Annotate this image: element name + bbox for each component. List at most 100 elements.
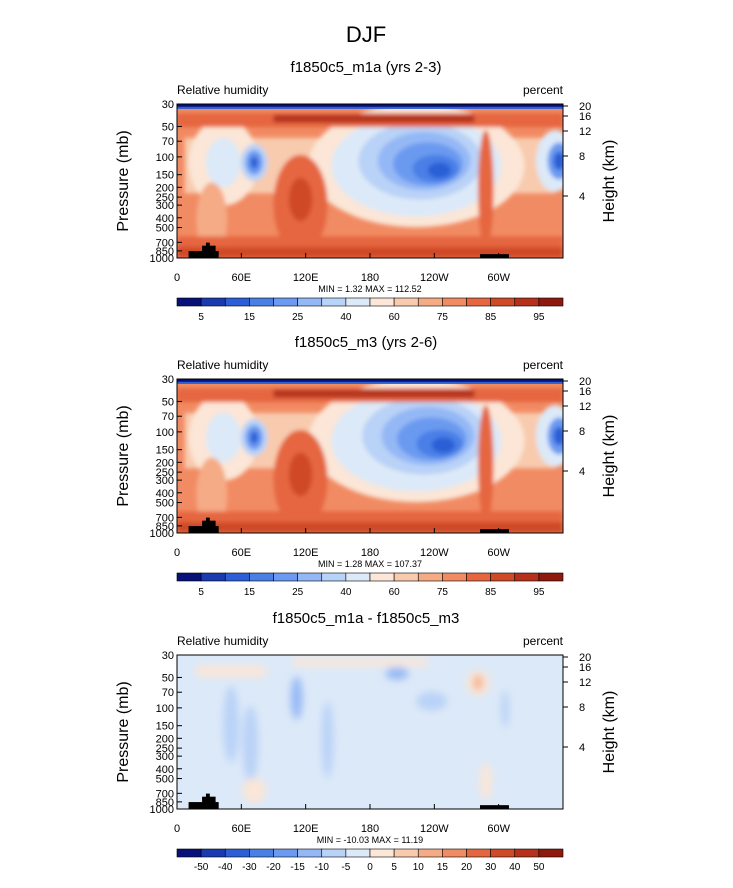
panel-title: f1850c5_m1a (yrs 2-3) [291, 59, 442, 76]
min-max-stats: MIN = -10.03 MAX = 11.19 [317, 835, 423, 845]
height-tick-label: 16 [579, 662, 591, 674]
colorbar-swatch [345, 572, 371, 582]
colorbar-swatch [490, 572, 516, 582]
colorbar-label: -15 [290, 862, 305, 873]
field-patch [480, 762, 492, 800]
colorbar-label: 60 [389, 312, 401, 323]
field-band [177, 379, 563, 382]
pressure-tick-label: 250 [156, 467, 174, 479]
colorbar-swatch [249, 572, 274, 582]
height-tick-label: 8 [579, 702, 585, 714]
contour-field [177, 104, 563, 258]
height-axis-label: Height (km) [601, 415, 618, 498]
pressure-tick-label: 850 [156, 246, 174, 258]
panel-title: f1850c5_m3 (yrs 2-6) [295, 334, 438, 351]
field-patch [290, 676, 303, 720]
colorbar-swatch [249, 297, 274, 307]
lon-tick-label: 120W [420, 823, 449, 835]
colorbar-label: 50 [533, 862, 545, 873]
lon-tick-label: 120E [293, 823, 319, 835]
colorbar-swatch [297, 848, 323, 858]
height-axis-label: Height (km) [601, 691, 618, 774]
pressure-tick-label: 70 [162, 411, 174, 423]
colorbar-swatch [224, 572, 250, 582]
colorbar-swatch [321, 297, 347, 307]
pressure-tick-label: 250 [156, 192, 174, 204]
colorbar-swatch [417, 297, 443, 307]
colorbar-swatch [369, 848, 395, 858]
field-patch [501, 690, 509, 728]
height-tick-label: 16 [579, 111, 591, 123]
field-patch [553, 151, 563, 171]
topography-block [480, 254, 509, 258]
lon-tick-label: 120W [420, 272, 449, 284]
contour-field [177, 655, 563, 809]
colorbar-label: 40 [340, 587, 352, 598]
colorbar-label: 15 [437, 862, 449, 873]
pressure-tick-label: 150 [156, 170, 174, 182]
colorbar-swatch [417, 572, 443, 582]
topography-block [205, 517, 210, 533]
colorbar-swatch [224, 848, 250, 858]
units-label: percent [523, 634, 564, 648]
colorbar-swatch [176, 297, 202, 307]
colorbar-swatch [297, 572, 323, 582]
pressure-tick-label: 150 [156, 721, 174, 733]
colorbar-label: 0 [367, 862, 373, 873]
field-patch [292, 658, 428, 666]
field-band [177, 247, 563, 258]
pressure-axis-label: Pressure (mb) [115, 681, 132, 782]
variable-label: Relative humidity [177, 358, 268, 372]
pressure-tick-label: 1000 [150, 253, 174, 265]
lon-tick-label: 0 [174, 272, 180, 284]
colorbar-label: 10 [413, 862, 425, 873]
height-tick-label: 8 [579, 151, 585, 163]
colorbar-swatch [514, 572, 540, 582]
pressure-tick-label: 200 [156, 182, 174, 194]
colorbar-label: 15 [244, 312, 256, 323]
colorbar-label: 20 [461, 862, 473, 873]
field-patch [427, 162, 452, 178]
pressure-tick-label: 50 [162, 396, 174, 408]
colorbar-swatch [273, 572, 298, 582]
field-patch [553, 426, 563, 446]
field-band [177, 522, 563, 533]
field-patch [431, 437, 455, 453]
colorbar-label: -40 [218, 862, 233, 873]
colorbar-label: 5 [198, 312, 204, 323]
pressure-axis-label: Pressure (mb) [115, 405, 132, 506]
lon-tick-label: 180 [361, 272, 379, 284]
pressure-tick-label: 400 [156, 764, 174, 776]
field-band [273, 389, 475, 398]
colorbar-swatch [466, 297, 491, 307]
colorbar-label: 85 [485, 312, 497, 323]
height-tick-label: 4 [579, 742, 585, 754]
lon-tick-label: 60E [232, 823, 252, 835]
colorbar-swatch [466, 848, 491, 858]
colorbar-swatch [200, 297, 226, 307]
panel-3: f1850c5_m1a - f1850c5_m3 Relative humidit… [115, 610, 618, 873]
pressure-tick-label: 70 [162, 136, 174, 148]
field-patch [478, 130, 494, 248]
height-tick-label: 4 [579, 191, 585, 203]
pressure-tick-label: 500 [156, 223, 174, 235]
height-tick-label: 4 [579, 466, 585, 478]
colorbar-label: 40 [340, 312, 352, 323]
pressure-tick-label: 30 [162, 99, 174, 111]
pressure-tick-label: 50 [162, 121, 174, 133]
colorbar-label: 95 [533, 312, 545, 323]
colorbar-swatch [442, 848, 467, 858]
field-patch [242, 778, 266, 803]
min-max-stats: MIN = 1.32 MAX = 112.52 [318, 284, 421, 294]
topography-mask [188, 793, 509, 809]
colorbar-swatch [514, 297, 540, 307]
colorbar-label: 5 [198, 587, 204, 598]
lon-tick-label: 60E [232, 272, 252, 284]
topography-mask [188, 517, 509, 533]
field-patch [250, 431, 259, 444]
colorbar-swatch [321, 848, 347, 858]
colorbar: 5 15 25 40 60 75 85 95 [176, 572, 564, 598]
height-tick-label: 20 [579, 652, 591, 664]
pressure-tick-label: 400 [156, 488, 174, 500]
